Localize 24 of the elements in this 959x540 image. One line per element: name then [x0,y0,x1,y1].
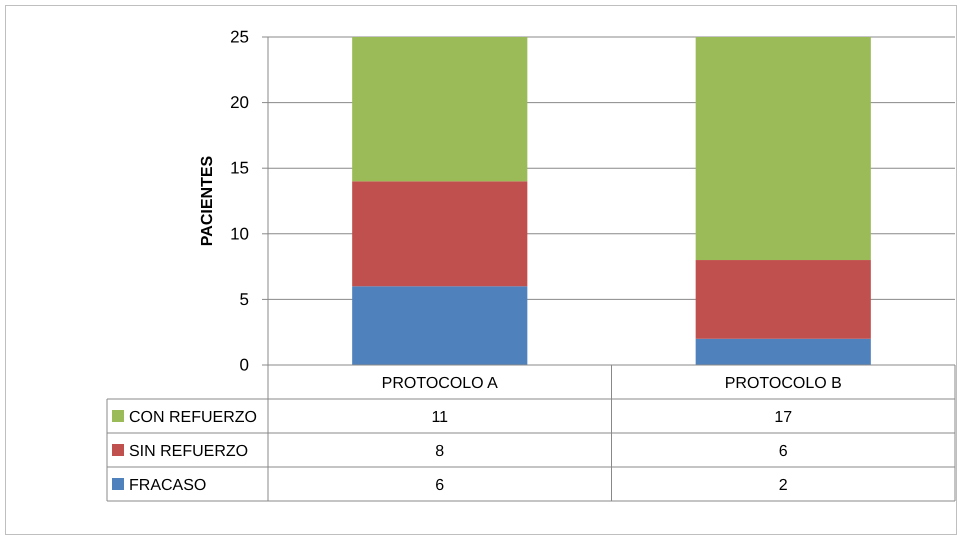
y-tick-label: 5 [240,290,249,309]
y-tick-label: 20 [230,93,249,112]
legend-label: FRACASO [129,477,206,494]
x-tick-label: PROTOCOLO A [382,375,498,392]
legend-label: SIN REFUERZO [129,443,248,460]
data-label: 2 [778,477,788,494]
data-label: 17 [774,409,792,426]
x-tick-label: PROTOCOLO B [724,375,842,392]
data-label: 8 [435,443,444,460]
y-axis-title: PACIENTES [199,155,216,246]
bar [696,37,871,260]
bar [352,181,528,286]
bar [352,286,528,365]
data-label: 11 [431,409,448,426]
legend-label: CON REFUERZO [129,409,257,426]
y-tick-label: 0 [240,355,249,374]
data-label: 6 [778,443,788,460]
y-tick-label: 15 [230,158,249,178]
bar [352,37,528,182]
data-label: 6 [435,477,444,494]
bar [696,260,871,339]
bar [696,338,871,365]
y-tick-label: 25 [230,27,249,46]
y-tick-label: 10 [230,224,249,244]
